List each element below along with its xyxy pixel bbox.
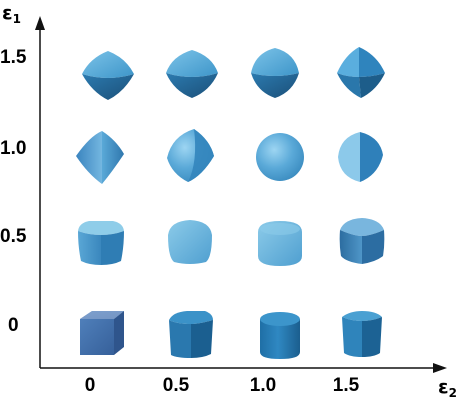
y-tick-label: 1.5 bbox=[0, 47, 27, 68]
shape-e1-0.5-e2-1.5 bbox=[339, 218, 385, 264]
shape-e1-0-e2-0 bbox=[80, 311, 124, 355]
shape-e1-0-e2-0.5 bbox=[169, 311, 213, 358]
shape-e1-1.0-e2-1.0 bbox=[256, 133, 304, 181]
y-axis-arrowhead bbox=[35, 16, 45, 30]
shape-e1-1.5-e2-1.5 bbox=[337, 47, 385, 98]
x-axis-arrowhead bbox=[433, 363, 447, 373]
shape-e1-0-e2-1.0 bbox=[260, 312, 300, 359]
x-axis-label: ε2 bbox=[438, 376, 457, 400]
shape-e1-1.0-e2-1.5 bbox=[338, 132, 383, 182]
y-tick-label: 0.5 bbox=[0, 226, 27, 247]
shape-e1-1.0-e2-0.5 bbox=[167, 129, 214, 182]
y-tick-label: 1.0 bbox=[0, 138, 27, 159]
x-tick-label: 1.0 bbox=[249, 375, 277, 396]
shape-e1-1.5-e2-1.0 bbox=[251, 48, 299, 98]
x-tick-label: 0.5 bbox=[162, 375, 190, 396]
x-tick-label: 1.5 bbox=[332, 375, 360, 396]
shape-e1-0-e2-1.5 bbox=[342, 311, 382, 357]
shape-e1-0.5-e2-0.5 bbox=[168, 220, 212, 264]
shape-e1-1.5-e2-0.5 bbox=[166, 50, 218, 98]
y-axis-label: ε1 bbox=[2, 2, 21, 26]
y-tick-label: 0 bbox=[8, 315, 19, 336]
x-tick-label: 0 bbox=[84, 375, 96, 396]
shape-e1-0.5-e2-0 bbox=[78, 221, 124, 265]
shape-e1-1.5-e2-0 bbox=[82, 51, 134, 100]
shape-e1-1.0-e2-0 bbox=[76, 131, 124, 184]
shape-e1-0.5-e2-1.0 bbox=[258, 221, 302, 266]
